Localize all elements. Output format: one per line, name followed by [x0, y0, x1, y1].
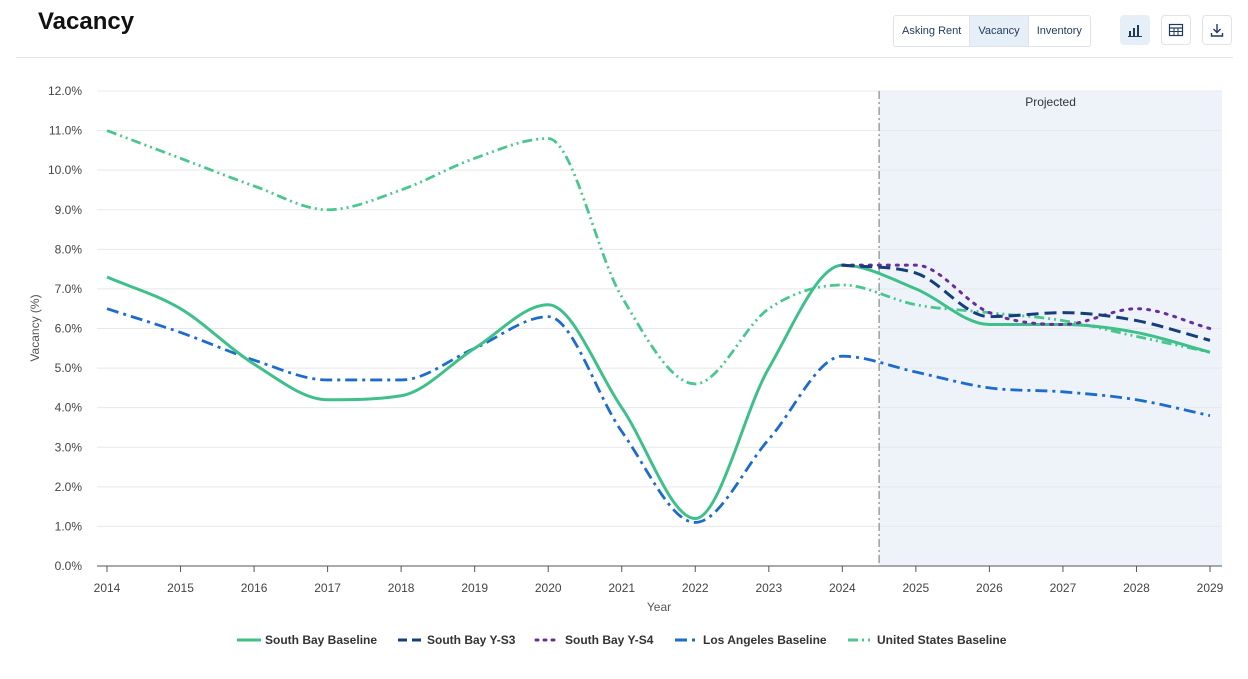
- legend-label: Los Angeles Baseline: [703, 633, 827, 647]
- y-tick-label: 5.0%: [55, 361, 83, 375]
- download-icon: [1210, 24, 1224, 37]
- legend-item[interactable]: United States Baseline: [848, 633, 1007, 647]
- y-tick-label: 11.0%: [49, 124, 82, 138]
- x-tick-label: 2022: [682, 581, 709, 595]
- x-tick-label: 2020: [535, 581, 562, 595]
- y-tick-label: 12.0%: [48, 84, 82, 98]
- projected-label: Projected: [1025, 95, 1076, 109]
- y-tick-label: 4.0%: [55, 401, 83, 415]
- y-tick-label: 9.0%: [55, 203, 83, 217]
- y-tick-label: 0.0%: [55, 559, 83, 573]
- x-tick-label: 2021: [608, 581, 635, 595]
- legend-item[interactable]: Los Angeles Baseline: [675, 633, 827, 647]
- x-tick-label: 2016: [241, 581, 268, 595]
- chart-svg: 0.0% 1.0% 2.0% 3.0% 4.0% 5.0% 6.0% 7.0% 8.0% 9.0%…: [28, 84, 1224, 647]
- bar-chart-icon: [1128, 25, 1142, 37]
- x-tick-label: 2018: [388, 581, 415, 595]
- legend-item[interactable]: South Bay Baseline: [237, 633, 377, 647]
- x-tick-label: 2027: [1050, 581, 1077, 595]
- legend-item[interactable]: South Bay Y-S3: [398, 633, 516, 647]
- y-tick-label: 10.0%: [48, 163, 82, 177]
- x-tick-label: 2026: [976, 581, 1003, 595]
- x-tick-label: 2014: [94, 581, 121, 595]
- legend-label: South Bay Baseline: [265, 633, 377, 647]
- page-title: Vacancy: [38, 8, 135, 35]
- chart-header: Vacancy Asking Rent Vacancy Inventory: [0, 0, 1248, 58]
- chart-view-button[interactable]: [1120, 15, 1150, 45]
- download-button[interactable]: [1202, 15, 1232, 45]
- y-tick-label: 1.0%: [55, 519, 83, 533]
- tab-inventory[interactable]: Inventory: [1027, 16, 1090, 46]
- x-tick-label: 2015: [167, 581, 194, 595]
- x-tick-label: 2019: [461, 581, 488, 595]
- y-tick-label: 3.0%: [55, 440, 83, 454]
- series-line-south-bay-baseline: [106, 263, 1211, 520]
- series-line-south-bay-y-s4: [840, 263, 1212, 330]
- legend-label: United States Baseline: [877, 633, 1007, 647]
- tab-vacancy[interactable]: Vacancy: [969, 16, 1028, 46]
- x-tick-label: 2017: [314, 581, 341, 595]
- legend-label: South Bay Y-S4: [565, 633, 654, 647]
- x-tick-label: 2029: [1197, 581, 1224, 595]
- y-tick-label: 8.0%: [55, 242, 83, 256]
- y-axis-title: Vacancy (%): [28, 294, 42, 361]
- table-view-button[interactable]: [1161, 15, 1191, 45]
- x-tick-label: 2028: [1123, 581, 1150, 595]
- x-tick-label: 2023: [755, 581, 782, 595]
- metric-toggle: Asking Rent Vacancy Inventory: [893, 15, 1091, 47]
- table-icon: [1168, 23, 1184, 37]
- header-divider: [16, 57, 1233, 58]
- legend-item[interactable]: South Bay Y-S4: [534, 633, 654, 647]
- series-line-los-angeles-baseline: [106, 307, 1211, 524]
- x-axis-title: Year: [647, 600, 671, 614]
- y-tick-label: 2.0%: [55, 480, 83, 494]
- vacancy-chart: 0.0% 1.0% 2.0% 3.0% 4.0% 5.0% 6.0% 7.0% 8.0% 9.0%…: [0, 60, 1248, 674]
- x-tick-label: 2025: [903, 581, 930, 595]
- legend-label: South Bay Y-S3: [427, 633, 516, 647]
- tab-asking-rent[interactable]: Asking Rent: [902, 25, 962, 37]
- series-line-south-bay-y-s3: [842, 263, 1211, 342]
- y-tick-label: 7.0%: [55, 282, 83, 296]
- y-tick-label: 6.0%: [55, 322, 83, 336]
- x-tick-label: 2024: [829, 581, 856, 595]
